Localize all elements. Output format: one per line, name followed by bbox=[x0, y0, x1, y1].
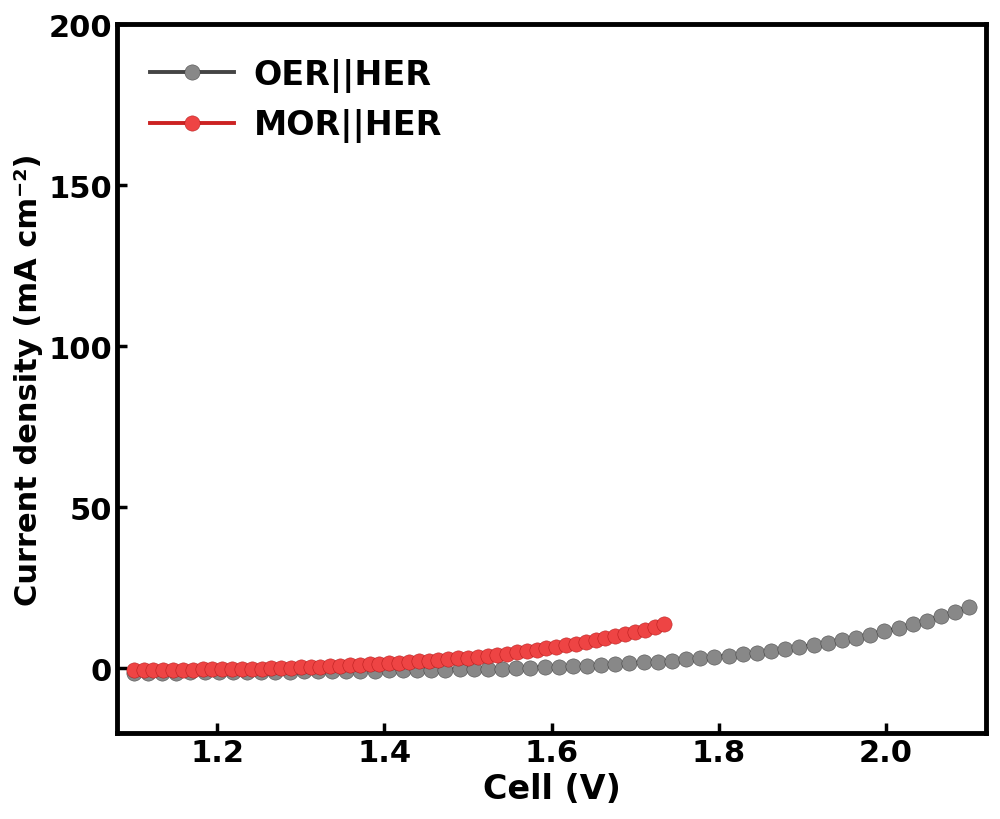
MOR||HER bbox=[187, 665, 199, 675]
MOR||HER bbox=[599, 634, 611, 644]
MOR||HER bbox=[324, 662, 336, 672]
OER||HER bbox=[369, 666, 381, 676]
MOR||HER bbox=[128, 665, 140, 675]
MOR||HER bbox=[649, 622, 661, 632]
OER||HER bbox=[340, 666, 352, 676]
Line: MOR||HER: MOR||HER bbox=[126, 617, 672, 678]
OER||HER bbox=[128, 668, 140, 678]
OER||HER bbox=[269, 667, 281, 676]
OER||HER bbox=[397, 666, 409, 676]
MOR||HER bbox=[256, 664, 268, 674]
OER||HER bbox=[411, 665, 423, 675]
MOR||HER bbox=[658, 620, 670, 630]
OER||HER bbox=[652, 657, 664, 667]
MOR||HER bbox=[226, 664, 238, 674]
X-axis label: Cell (V): Cell (V) bbox=[483, 772, 621, 805]
Y-axis label: Current density (mA cm⁻²): Current density (mA cm⁻²) bbox=[14, 153, 43, 605]
OER||HER bbox=[963, 602, 975, 612]
Legend: OER||HER, MOR||HER: OER||HER, MOR||HER bbox=[134, 42, 459, 160]
Line: OER||HER: OER||HER bbox=[126, 600, 977, 681]
